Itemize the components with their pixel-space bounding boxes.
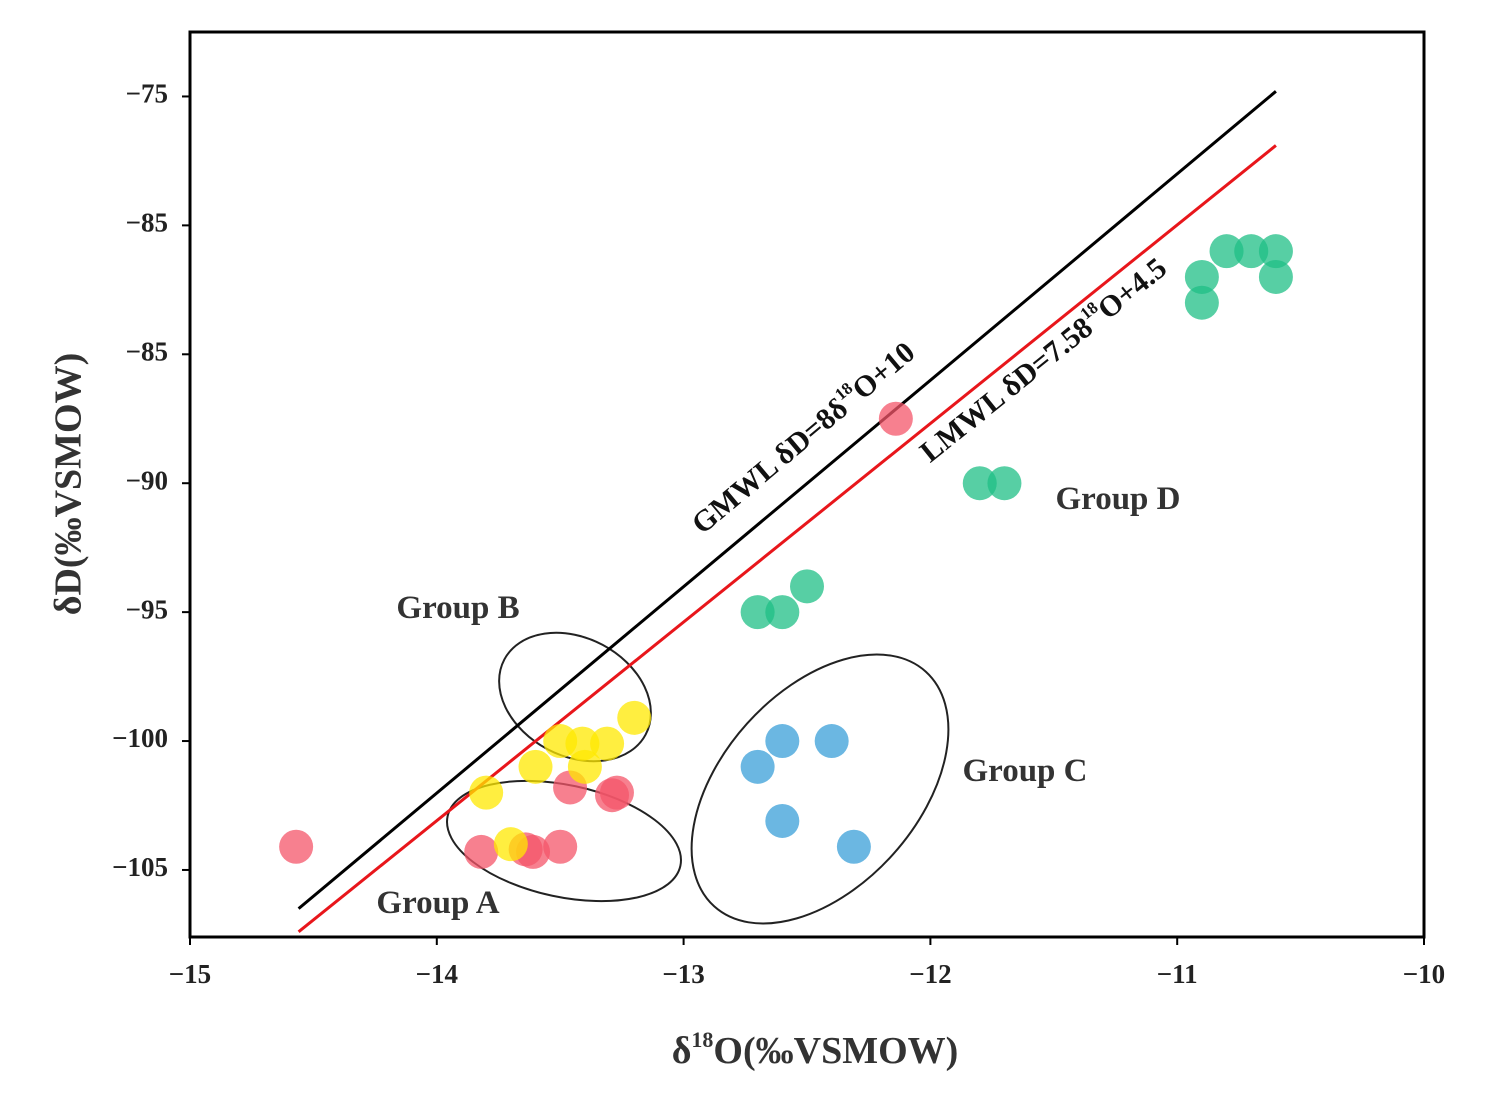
point [1209,234,1244,269]
point [464,834,499,869]
reference-line [297,90,1277,910]
x-tick-label: −12 [909,959,951,989]
annotation: Group C [962,753,1087,789]
x-tick-label: −13 [662,959,704,989]
point [962,466,997,501]
x-tick-label: −15 [169,959,211,989]
point [469,775,504,810]
y-tick-label: −85 [126,336,168,366]
y-tick-label: −105 [112,852,168,882]
y-tick-label: −90 [126,465,168,495]
annotation: Group D [1055,481,1180,517]
reference-line [297,144,1277,934]
annotation: GMWL δD=8δ18O+10 [684,333,922,540]
x-axis-label: δ18O(‰VSMOW) [672,1027,959,1072]
point [590,726,625,761]
point [765,595,800,630]
x-axis-label-part: O(‰VSMOW) [713,1030,958,1072]
point [1234,234,1269,269]
point [878,401,913,436]
point [836,829,871,864]
annotation-part: Group C [962,753,1087,789]
point [740,749,775,784]
plot-frame [188,30,1426,939]
annotation-part: LMWL δD=7.58 [914,311,1099,469]
point [567,749,602,784]
point [493,827,528,862]
annotation: Group B [396,590,519,626]
point [765,803,800,838]
point [1258,234,1293,269]
point [599,775,634,810]
annotation-part: Group A [376,885,499,921]
annotation-part: O+10 [846,335,921,406]
x-axis-label-part: δ [672,1030,692,1072]
point [617,700,652,735]
y-tick-label: −85 [126,208,168,238]
point [1258,259,1293,294]
annotation-part: Group B [396,590,519,626]
point [279,829,314,864]
point [543,829,578,864]
point [740,595,775,630]
point [814,724,849,759]
y-tick-label: −100 [112,723,168,753]
point [1184,259,1219,294]
y-tick-label: −75 [126,79,168,109]
point [987,466,1022,501]
x-tick-label: −10 [1403,959,1445,989]
point [1184,285,1219,320]
group-c-ellipse [690,653,950,925]
y-tick-label: −95 [126,594,168,624]
x-tick-label: −14 [416,959,458,989]
annotation-part: Group D [1055,481,1180,517]
y-axis-label: δD(‰VSMOW) [48,353,90,615]
point [765,724,800,759]
point [790,569,824,604]
annotation: Group A [376,885,499,921]
point [518,749,553,784]
x-axis-label-part: 18 [691,1027,713,1052]
x-tick-label: −11 [1157,959,1198,989]
annotation: LMWL δD=7.5818O+4.5 [912,249,1173,469]
